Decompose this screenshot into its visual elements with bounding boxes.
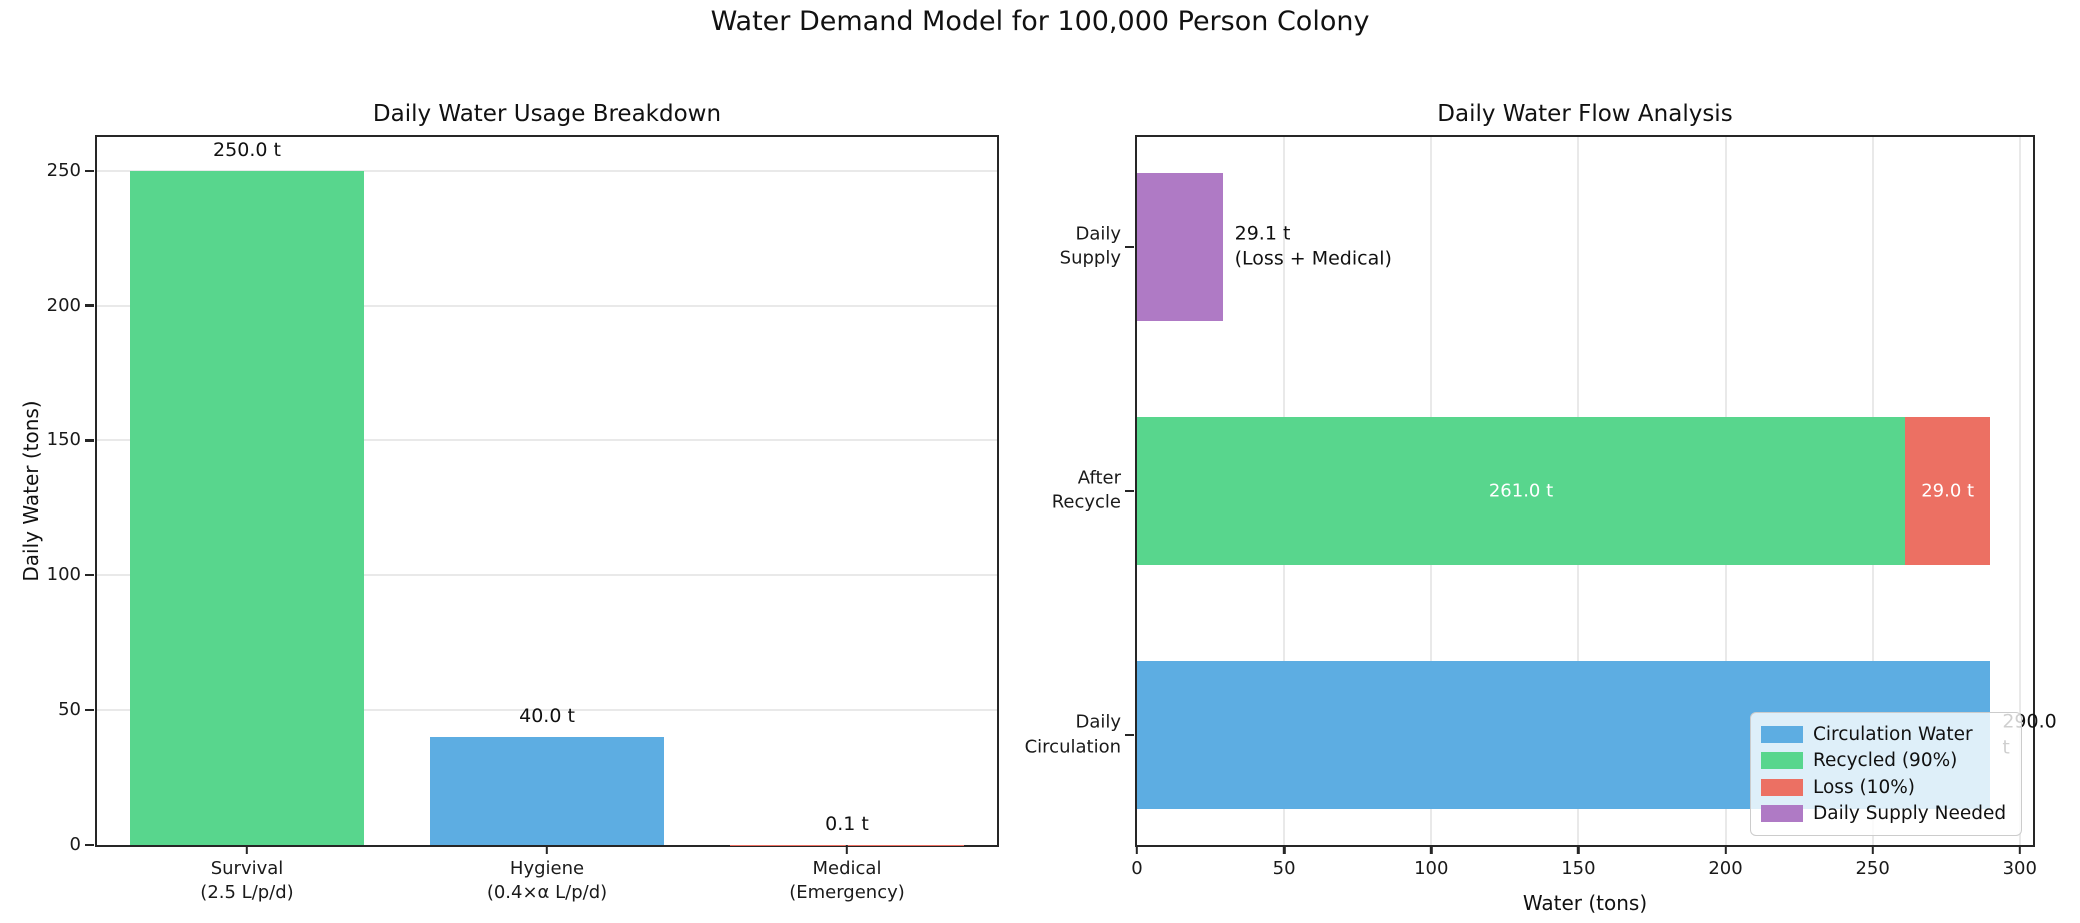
bar-segment-loss-10- — [1905, 417, 1991, 565]
y-tick-label: Daily Circulation — [1024, 711, 1121, 758]
left-plot-area: 0 50 100 150 200 250 250.0 t Survival (2.5 L/p/… — [47, 137, 997, 903]
y-tick-mark — [1125, 489, 1134, 493]
legend-item: Daily Supply Needed — [1761, 803, 2009, 824]
segment-value-label: 261.0 t — [1488, 480, 1554, 502]
legend-label: Circulation Water — [1813, 723, 1973, 745]
left-chart-title: Daily Water Usage Breakdown — [372, 101, 722, 127]
y-tick-mark — [85, 439, 94, 442]
legend-label: Loss (10%) — [1813, 776, 1916, 798]
y-tick-label: 50 — [58, 698, 81, 720]
bar-segment-recycled-90- — [1137, 417, 1905, 565]
bar-value-label: 250.0 t — [213, 138, 281, 161]
x-tick-label: 50 — [1272, 858, 1296, 879]
legend-item: Loss (10%) — [1761, 777, 2009, 798]
bar-annotation: 29.1 t (Loss + Medical) — [1234, 222, 1392, 270]
y-tick-label: 150 — [46, 429, 81, 451]
x-tick-mark — [1724, 845, 1727, 854]
legend-swatch-icon — [1761, 752, 1803, 770]
x-tick-label: 150 — [1561, 858, 1596, 879]
x-tick-mark — [245, 845, 249, 854]
figure-suptitle: Water Demand Model for 100,000 Person Co… — [710, 6, 1370, 37]
x-tick-mark — [1871, 845, 1874, 854]
bar-segment-daily-supply-needed — [1137, 172, 1223, 321]
x-tick-mark — [1282, 845, 1286, 854]
left-chart-axes: Daily Water Usage Breakdown Daily Water … — [19, 101, 999, 903]
gridline — [2018, 137, 2021, 845]
y-tick-label: 250 — [46, 159, 81, 181]
y-tick-label: After Recycle — [1051, 467, 1121, 513]
segment-value-label: 29.0 t — [1921, 480, 1975, 502]
gridline — [97, 574, 997, 577]
bar-value-label: 40.0 t — [519, 705, 575, 728]
x-tick-mark — [1577, 845, 1580, 854]
legend-swatch-icon — [1761, 778, 1803, 796]
legend-item: Recycled (90%) — [1761, 750, 2009, 771]
x-tick-label-survival: Survival (2.5 L/p/d) — [200, 858, 294, 904]
y-tick-label: 0 — [69, 833, 81, 855]
gridline — [97, 709, 997, 712]
x-tick-mark — [1430, 845, 1433, 854]
bar-survival — [130, 170, 364, 845]
legend-item: Circulation Water — [1761, 724, 2009, 745]
legend-swatch-icon — [1761, 725, 1803, 743]
y-tick-mark — [1125, 245, 1134, 248]
x-tick-label-medical: Medical (Emergency) — [789, 858, 905, 904]
x-tick-label-hygiene: Hygiene (0.4×α L/p/d) — [486, 858, 608, 904]
x-tick-mark — [845, 845, 849, 854]
left-y-axis-label: Daily Water (tons) — [19, 400, 43, 582]
right-chart-title: Daily Water Flow Analysis — [1437, 101, 1733, 127]
x-tick-label: 200 — [1708, 858, 1743, 879]
y-tick-mark — [85, 708, 94, 712]
y-tick-mark — [1125, 734, 1134, 737]
gridline — [97, 169, 997, 172]
legend-swatch-icon — [1761, 805, 1803, 823]
gridline — [97, 304, 997, 307]
x-tick-mark — [1135, 845, 1139, 854]
y-tick-mark — [85, 304, 94, 307]
y-tick-mark — [85, 843, 94, 847]
y-tick-mark — [85, 574, 94, 577]
x-tick-label: 250 — [1855, 858, 1890, 879]
x-tick-mark — [545, 845, 549, 854]
x-tick-label: 100 — [1414, 858, 1449, 879]
y-tick-label: 100 — [46, 564, 81, 586]
x-tick-label: 0 — [1131, 858, 1143, 879]
bar-hygiene — [430, 737, 664, 845]
x-tick-mark — [2018, 845, 2021, 854]
legend-label: Recycled (90%) — [1813, 750, 1958, 772]
right-x-axis-label: Water (tons) — [1522, 891, 1648, 915]
gridline — [97, 439, 997, 442]
legend-label: Daily Supply Needed — [1813, 803, 2007, 825]
y-tick-label: Daily Supply — [1059, 223, 1121, 269]
right-chart-axes: Daily Water Flow Analysis Water (tons) 0… — [1025, 101, 2057, 915]
bar-value-label: 0.1 t — [825, 812, 869, 835]
y-tick-label: 200 — [46, 294, 81, 316]
legend: Circulation Water Recycled (90%) Loss (10%… — [1750, 712, 2022, 836]
y-tick-mark — [85, 169, 94, 172]
x-tick-label: 300 — [2002, 858, 2037, 879]
